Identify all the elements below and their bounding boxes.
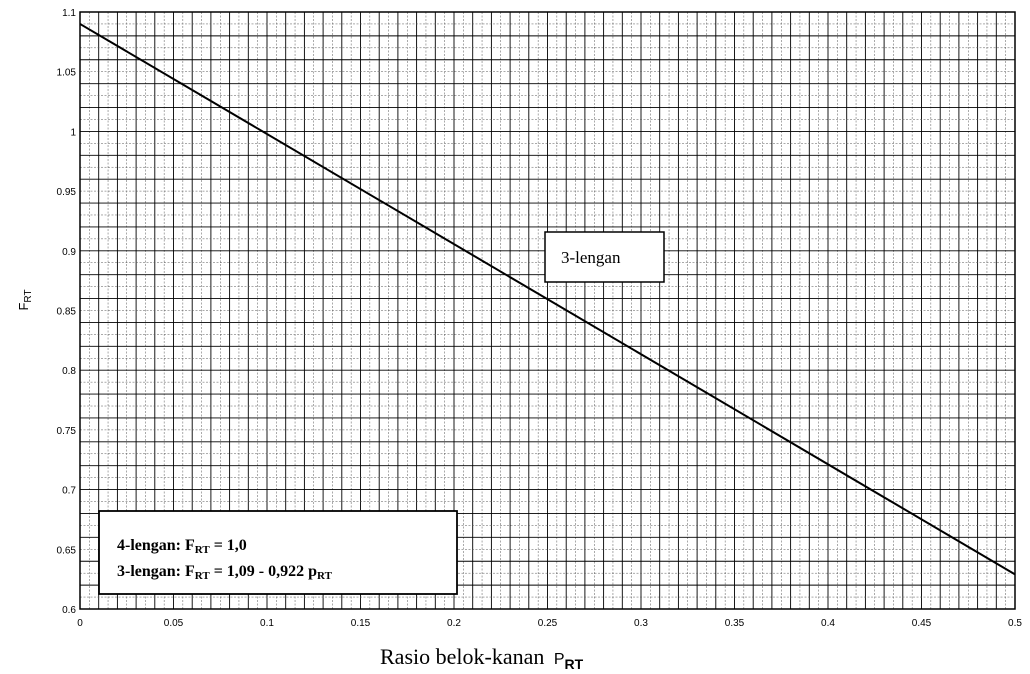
- formula-line-2: 3-lengan: FRT = 1,09 - 0,922 pRT: [117, 563, 333, 582]
- x-tick-label: 0: [77, 618, 83, 629]
- y-tick-label: 0.65: [57, 545, 77, 556]
- y-axis-label-sub: RT: [23, 289, 34, 302]
- x-tick-label: 0.35: [725, 618, 745, 629]
- x-tick-label: 0.05: [164, 618, 184, 629]
- formula-box: 4-lengan: FRT = 1,0 3-lengan: FRT = 1,09…: [98, 510, 458, 595]
- y-tick-label: 0.7: [62, 486, 76, 497]
- y-tick-label: 0.9: [62, 247, 76, 258]
- y-tick-label: 0.6: [62, 605, 76, 616]
- series-group: [79, 23, 1016, 576]
- formula-line-1: 4-lengan: FRT = 1,0: [117, 537, 247, 556]
- series-line-3-lengan: [79, 23, 1016, 576]
- plot-frame: [79, 11, 1016, 610]
- x-axis-ticks: 0 0.05 0.1 0.15 0.2 0.25 0.3 0.35 0.4 0.45 0.5: [77, 618, 1022, 629]
- y-tick-label: 0.85: [57, 307, 77, 318]
- x-tick-label: 0.3: [634, 618, 648, 629]
- y-axis-ticks: 0.6 0.65 0.7 0.75 0.8 0.85 0.9 0.95 1 1.05 1.1: [57, 8, 77, 616]
- y-tick-label: 0.95: [57, 187, 77, 198]
- x-tick-label: 0.4: [821, 618, 835, 629]
- y-tick-label: 1: [70, 127, 76, 138]
- series-label-box: 3-lengan: [544, 231, 665, 283]
- y-axis-label: FRT: [16, 289, 34, 310]
- x-axis-label-main: Rasio belok-kanan: [380, 644, 544, 669]
- x-axis-label-sub: RT: [565, 656, 584, 672]
- x-tick-label: 0.25: [538, 618, 558, 629]
- x-tick-label: 0.45: [912, 618, 932, 629]
- y-axis-label-main: F: [16, 303, 31, 311]
- series-label-text: 3-lengan: [561, 248, 621, 267]
- x-tick-label: 0.15: [351, 618, 371, 629]
- y-tick-label: 1.05: [57, 68, 77, 79]
- x-tick-label: 0.1: [260, 618, 274, 629]
- svg-text:FRT: FRT: [16, 289, 34, 310]
- grid: [80, 12, 1015, 609]
- y-tick-label: 0.75: [57, 426, 77, 437]
- x-tick-label: 0.2: [447, 618, 461, 629]
- y-tick-label: 0.8: [62, 366, 76, 377]
- y-tick-label: 1.1: [62, 8, 76, 19]
- x-axis-label-symbol: P: [554, 651, 565, 668]
- x-tick-label: 0.5: [1008, 618, 1022, 629]
- x-axis-label: Rasio belok-kanan PRT: [380, 644, 584, 672]
